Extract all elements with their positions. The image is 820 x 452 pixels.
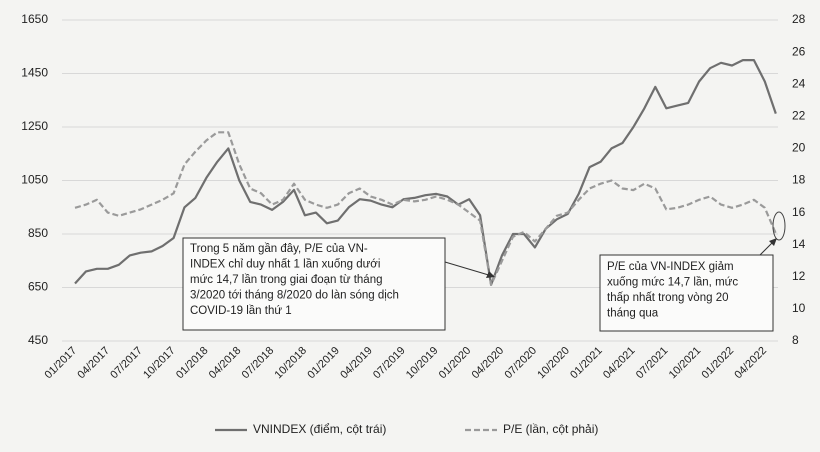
x-tick-label: 01/2022: [700, 345, 737, 382]
x-tick-label: 07/2017: [108, 345, 145, 382]
y-tick-label: 1050: [21, 173, 48, 187]
x-tick-label: 01/2018: [174, 345, 211, 382]
y2-tick-label: 16: [792, 205, 806, 219]
y-tick-label: 1650: [21, 12, 48, 26]
annotation-text: INDEX chỉ duy nhất 1 lần xuống dưới: [190, 259, 380, 271]
annotation-text: 3/2020 tới tháng 8/2020 do làn sóng dịch: [190, 290, 399, 302]
annotation-box: [599, 254, 774, 332]
annotation-text: tháng qua: [607, 308, 659, 320]
y2-tick-label: 14: [792, 237, 806, 251]
annotation-text: Trong 5 năm gần đây, P/E của VN-: [190, 243, 368, 255]
x-tick-label: 04/2017: [75, 345, 112, 382]
x-tick-label: 07/2021: [634, 345, 671, 382]
x-tick-label: 07/2020: [502, 345, 539, 382]
x-tick-label: 07/2018: [240, 345, 277, 382]
annotation-text: xuống mức 14,7 lần, mức: [607, 277, 738, 289]
annotation-arrow: [444, 261, 493, 277]
x-tick-label: 10/2017: [141, 345, 178, 382]
y2-tick-label: 12: [792, 269, 806, 283]
x-tick-label: 04/2018: [207, 345, 244, 382]
x-tick-label: 01/2020: [437, 345, 474, 382]
y2-tick-label: 24: [792, 76, 806, 90]
legend-label: P/E (lần, cột phải): [503, 422, 598, 436]
y-tick-label: 1250: [21, 119, 48, 133]
series-line: [74, 131, 777, 286]
x-tick-label: 01/2017: [43, 345, 80, 382]
x-tick-label: 01/2021: [568, 345, 605, 382]
y2-tick-label: 10: [792, 301, 806, 315]
y-tick-label: 850: [28, 226, 48, 240]
x-tick-label: 01/2019: [305, 345, 342, 382]
x-tick-label: 04/2019: [338, 345, 375, 382]
highlight-ellipse: [772, 211, 786, 241]
y2-tick-label: 8: [792, 333, 799, 347]
y-tick-label: 650: [28, 280, 48, 294]
arrow-head: [769, 238, 777, 246]
x-tick-label: 07/2019: [371, 345, 408, 382]
annotation-text: mức 14,7 lần trong giai đoạn từ tháng: [190, 274, 383, 286]
x-tick-label: 10/2019: [404, 345, 441, 382]
x-tick-label: 10/2018: [273, 345, 310, 382]
annotation-text: COVID-19 lần thứ 1: [190, 305, 292, 317]
annotation-box: [182, 237, 446, 331]
y-tick-label: 1450: [21, 66, 48, 80]
legend-label: VNINDEX (điểm, cột trái): [253, 422, 386, 436]
y2-tick-label: 18: [792, 173, 806, 187]
y2-tick-label: 22: [792, 108, 806, 122]
x-tick-label: 10/2020: [535, 345, 572, 382]
x-tick-label: 04/2021: [601, 345, 638, 382]
y-tick-label: 450: [28, 333, 48, 347]
y2-tick-label: 28: [792, 12, 806, 26]
x-tick-label: 04/2020: [470, 345, 507, 382]
series-line: [74, 59, 777, 286]
x-tick-label: 10/2021: [667, 345, 704, 382]
y2-tick-label: 26: [792, 44, 806, 58]
annotation-text: thấp nhất trong vòng 20: [607, 292, 729, 304]
arrow-head: [486, 271, 495, 278]
x-tick-label: 04/2022: [732, 345, 769, 382]
annotation-text: P/E của VN-INDEX giảm: [607, 261, 734, 273]
y2-tick-label: 20: [792, 141, 806, 155]
